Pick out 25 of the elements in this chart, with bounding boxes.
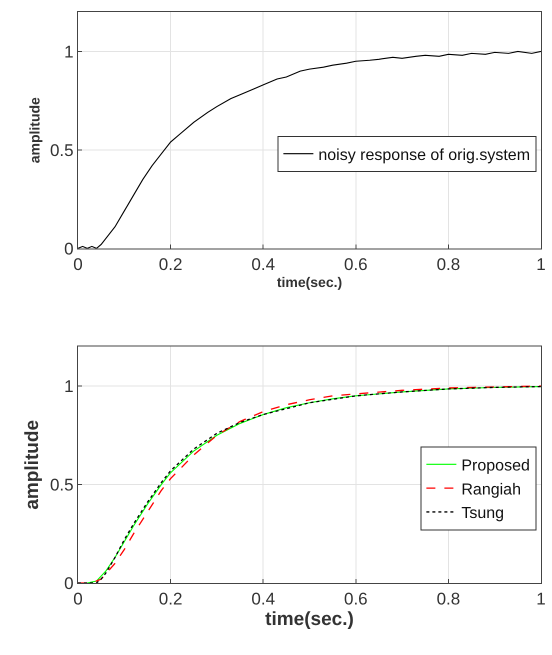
y-tick-label: 0 xyxy=(64,574,74,593)
legend-label: Rangiah xyxy=(461,481,521,498)
y-tick-label: 0.5 xyxy=(50,140,74,160)
legend-label: Proposed xyxy=(461,458,530,475)
x-axis-title: time(sec.) xyxy=(265,609,354,630)
x-tick-label: 1 xyxy=(536,254,546,274)
x-tick-label: 0.8 xyxy=(436,254,460,274)
x-tick-label: 0.4 xyxy=(251,589,276,608)
x-tick-label: 0.6 xyxy=(344,254,368,274)
y-axis-title: amplitude xyxy=(26,96,43,164)
x-tick-label: 1 xyxy=(536,589,546,608)
y-tick-label: 0 xyxy=(64,239,74,258)
y-tick-label: 1 xyxy=(64,42,74,62)
x-tick-label: 0.4 xyxy=(251,254,276,274)
legend-label: noisy response of orig.system xyxy=(318,146,530,164)
y-tick-label: 1 xyxy=(64,376,74,396)
y-tick-label: 0.5 xyxy=(50,475,74,494)
x-tick-label: 0.2 xyxy=(158,589,182,608)
x-tick-label: 0.6 xyxy=(344,589,368,608)
x-tick-label: 0.8 xyxy=(436,589,460,608)
legend-label: Tsung xyxy=(461,505,504,522)
x-tick-label: 0.2 xyxy=(158,254,182,274)
y-axis-title: amplitude xyxy=(22,420,43,510)
line-series xyxy=(78,50,541,248)
x-axis-title: time(sec.) xyxy=(276,274,342,290)
